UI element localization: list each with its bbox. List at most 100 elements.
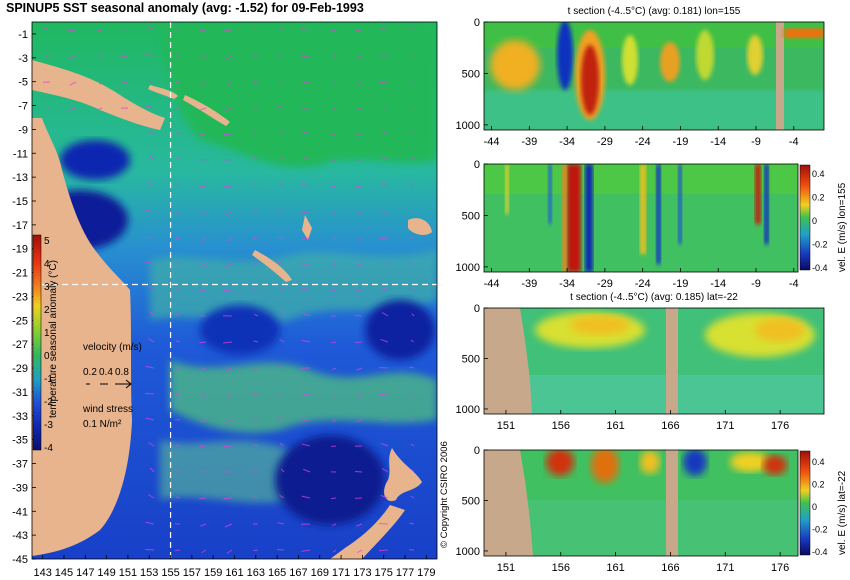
map-y-tick-label: -5 <box>18 77 28 89</box>
section-colorbar-tick-label: 0 <box>812 502 817 512</box>
velocity-vector <box>145 261 155 265</box>
velocity-vector <box>379 418 389 421</box>
velocity-vector <box>410 287 415 291</box>
map-y-tick-label: -7 <box>18 101 28 113</box>
eddy-band-2 <box>170 360 437 433</box>
map-y-tick-label: -13 <box>12 172 28 184</box>
section-y-tick-label: 1000 <box>456 404 480 416</box>
velocity-vector <box>301 237 311 240</box>
velocity-vector <box>379 393 389 396</box>
velocity-vector <box>331 497 337 500</box>
section2-frame <box>483 163 799 273</box>
map-y-tick-label: -1 <box>18 29 28 41</box>
velocity-vector <box>145 521 155 525</box>
velocity-vector <box>277 522 285 525</box>
velocity-vector <box>253 237 259 240</box>
map-colorbar-tick-label: 2 <box>44 305 50 316</box>
velocity-vector <box>148 129 155 135</box>
velocity-vector <box>223 133 233 136</box>
velocity-vector <box>148 442 155 447</box>
velocity-vector <box>409 262 415 265</box>
velocity-vector <box>226 549 233 555</box>
velocity-vector <box>301 549 311 552</box>
velocity-vector <box>380 286 389 291</box>
section-x-tick-label: 171 <box>716 562 734 574</box>
velocity-vector <box>331 341 337 344</box>
velocity-vector <box>357 81 363 86</box>
velocity-vector <box>226 237 233 243</box>
velocity-vector <box>302 468 311 473</box>
velocity-key-value: 0.8 <box>115 367 129 378</box>
wind-key-label: wind stress <box>82 404 133 415</box>
velocity-vector <box>301 495 311 499</box>
section-x-tick-label: -9 <box>751 278 761 290</box>
section4-x-axis: 151 156 161 166 171 176 <box>497 552 789 574</box>
section-x-tick-label: 166 <box>661 420 679 432</box>
velocity-vector <box>121 28 129 31</box>
velocity-vector <box>199 29 207 32</box>
section-x-tick-label: 161 <box>606 562 624 574</box>
velocity-vector <box>147 26 155 31</box>
map-x-tick-label: 177 <box>396 567 414 579</box>
velocity-vector <box>223 29 233 32</box>
velocity-vector <box>223 289 233 292</box>
section2-colorbar-ticks: 0.4 0.2 0 -0.2 -0.4 <box>812 169 828 273</box>
velocity-vector <box>331 419 337 423</box>
map-y-tick-label: -37 <box>12 459 28 471</box>
velocity-vector <box>279 338 285 343</box>
velocity-vector <box>357 549 363 554</box>
map-colorbar-tick-label: -1 <box>44 374 53 385</box>
map-y-tick-label: -17 <box>12 220 28 232</box>
velocity-vector <box>145 365 155 369</box>
section4-colorbar-ticks: 0.4 0.2 0 -0.2 -0.4 <box>812 457 828 557</box>
map-y-tick-label: -19 <box>12 244 28 256</box>
velocity-vector <box>253 132 259 135</box>
map-x-tick-label: 163 <box>247 567 265 579</box>
velocity-vector <box>380 27 389 31</box>
velocity-vector <box>280 156 285 161</box>
velocity-vector <box>145 236 155 239</box>
velocity-vector <box>411 469 415 473</box>
velocity-vector <box>69 81 77 86</box>
velocity-vector <box>98 55 103 59</box>
velocity-vector <box>411 313 415 317</box>
velocity-vector <box>301 287 311 291</box>
land-nz-south <box>330 505 405 559</box>
section4-y-axis: 0 500 1000 <box>456 445 488 558</box>
map-y-axis: -1 -3 -5 -7 -9 -11 -13 -15 -17 -19 -21 -23 -25 -27 -29… <box>12 29 36 566</box>
section-x-tick-label: 166 <box>661 562 679 574</box>
velocity-vector <box>409 210 415 213</box>
velocity-vector <box>43 106 51 109</box>
velocity-vector <box>279 494 285 499</box>
map-y-tick-label: -45 <box>12 554 28 566</box>
velocity-vector <box>175 132 181 135</box>
map-x-tick-label: 151 <box>119 567 137 579</box>
velocity-vector <box>277 54 285 57</box>
velocity-vector <box>357 237 363 242</box>
map-x-tick-label: 155 <box>161 567 179 579</box>
velocity-vector <box>301 131 311 135</box>
map-x-tick-label: 147 <box>76 567 94 579</box>
map-y-tick-label: -21 <box>12 268 28 280</box>
velocity-vector <box>201 81 207 86</box>
section-y-tick-label: 0 <box>474 159 480 171</box>
velocity-vector <box>332 523 337 527</box>
cold-patch-tasman <box>275 435 385 525</box>
velocity-vector <box>331 185 337 188</box>
velocity-vector <box>355 470 363 473</box>
velocity-vector <box>381 468 389 473</box>
velocity-vector <box>224 419 233 424</box>
land-vanuatu <box>302 215 312 240</box>
section4-colorbar-label: vel. E (m/s) lat=-22 <box>837 470 848 555</box>
map-colorbar-label: temperature seasonal anomaly (°C) <box>48 260 59 418</box>
velocity-key-label: velocity (m/s) <box>83 342 142 353</box>
wind-key-value: 0.1 N/m² <box>83 419 122 430</box>
velocity-vector <box>149 155 155 161</box>
section-x-tick-label: 156 <box>552 562 570 574</box>
land-solomons <box>183 95 230 126</box>
velocity-vector <box>411 157 415 161</box>
copyright-text: © Copyright CSIRO 2006 <box>439 441 450 548</box>
velocity-vector <box>381 312 389 317</box>
velocity-vector <box>410 131 415 135</box>
land-new-guinea <box>32 60 165 130</box>
